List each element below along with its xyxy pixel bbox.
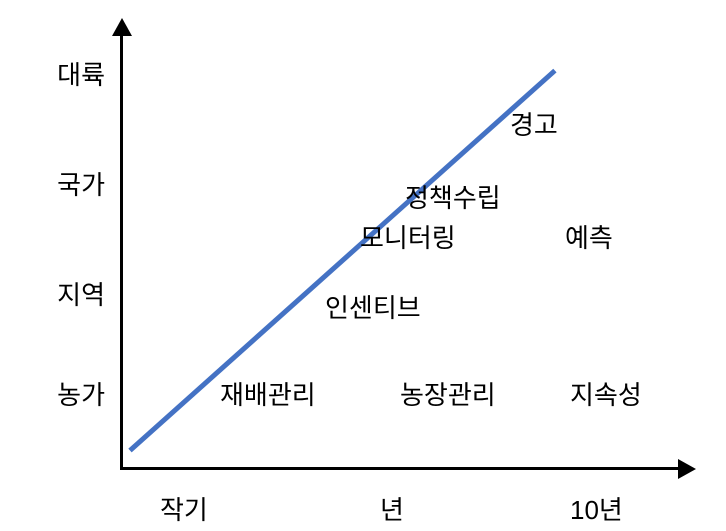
scatter-label: 농장관리 (400, 375, 496, 412)
x-label: 작기 (160, 490, 208, 527)
y-label: 국가 (15, 165, 105, 202)
x-label: 10년 (570, 490, 623, 527)
scatter-label: 지속성 (570, 375, 642, 412)
x-axis (120, 467, 680, 470)
x-axis-arrow (678, 459, 696, 479)
scatter-label: 예측 (565, 218, 613, 255)
scatter-label: 재배관리 (220, 375, 316, 412)
y-label: 지역 (15, 275, 105, 312)
scatter-label: 모니터링 (360, 218, 456, 255)
y-label: 농가 (15, 375, 105, 412)
y-axis (120, 30, 123, 470)
x-label: 년 (380, 490, 404, 527)
chart-area: 대륙 국가 지역 농가 작기 년 10년 경고 정책수립 모니터링 예측 인센티… (0, 0, 726, 531)
y-label: 대륙 (15, 55, 105, 92)
scatter-label: 인센티브 (325, 288, 421, 325)
scatter-label: 정책수립 (405, 178, 501, 215)
scatter-label: 경고 (510, 105, 558, 142)
